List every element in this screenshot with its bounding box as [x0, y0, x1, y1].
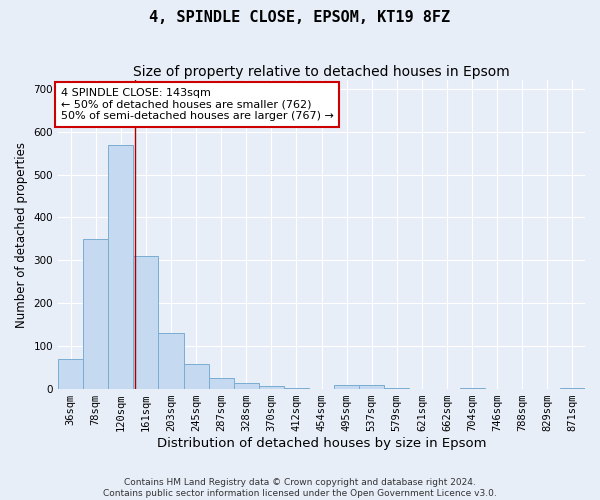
Bar — [184, 364, 209, 389]
Bar — [133, 256, 158, 389]
Text: 4 SPINDLE CLOSE: 143sqm
← 50% of detached houses are smaller (762)
50% of semi-d: 4 SPINDLE CLOSE: 143sqm ← 50% of detache… — [61, 88, 334, 121]
Bar — [158, 334, 184, 389]
Bar — [359, 385, 384, 389]
X-axis label: Distribution of detached houses by size in Epsom: Distribution of detached houses by size … — [157, 437, 486, 450]
Bar — [108, 144, 133, 389]
Bar — [83, 239, 108, 389]
Text: Contains HM Land Registry data © Crown copyright and database right 2024.
Contai: Contains HM Land Registry data © Crown c… — [103, 478, 497, 498]
Bar — [284, 388, 309, 389]
Text: 4, SPINDLE CLOSE, EPSOM, KT19 8FZ: 4, SPINDLE CLOSE, EPSOM, KT19 8FZ — [149, 10, 451, 25]
Bar — [334, 385, 359, 389]
Title: Size of property relative to detached houses in Epsom: Size of property relative to detached ho… — [133, 65, 510, 79]
Bar — [460, 388, 485, 389]
Bar — [233, 383, 259, 389]
Bar — [560, 388, 585, 389]
Bar — [259, 386, 284, 389]
Bar — [384, 388, 409, 389]
Bar — [58, 359, 83, 389]
Y-axis label: Number of detached properties: Number of detached properties — [15, 142, 28, 328]
Bar — [209, 378, 233, 389]
